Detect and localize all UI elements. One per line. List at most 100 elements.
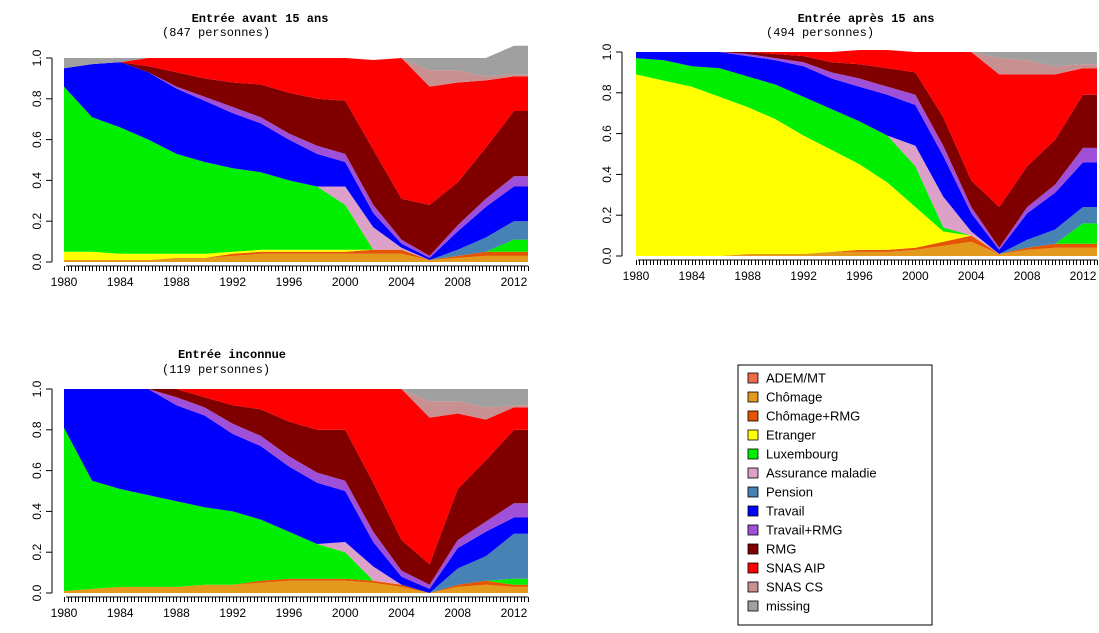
y-tick-label: 0.0 — [600, 247, 614, 264]
chart-title: Entrée après 15 ans — [798, 12, 935, 26]
legend-swatch — [747, 505, 759, 517]
area-snas-cs — [64, 389, 528, 420]
y-tick-label: 0.8 — [600, 84, 614, 101]
chart-title: Entrée inconnue — [178, 348, 286, 362]
y-tick-label: 0.2 — [30, 544, 44, 561]
legend-swatch — [747, 543, 759, 555]
x-tick-label: 2004 — [958, 269, 985, 283]
x-tick-label: 1988 — [163, 606, 190, 620]
x-tick-label: 2012 — [501, 606, 528, 620]
area-ch-mage — [636, 241, 1097, 256]
legend-label: Assurance maladie — [766, 466, 877, 481]
legend-swatch — [747, 562, 759, 574]
x-tick-label: 1992 — [219, 275, 246, 289]
y-tick-label: 1.0 — [30, 49, 44, 66]
legend-label: ADEM/MT — [766, 371, 826, 386]
legend-swatch — [747, 410, 759, 422]
legend-label: Travail — [766, 504, 805, 519]
area-travail — [636, 52, 1097, 254]
legend-label: Luxembourg — [766, 447, 838, 462]
area-missing — [64, 389, 528, 408]
y-tick-label: 0.6 — [30, 131, 44, 148]
area-luxembourg — [636, 58, 1097, 254]
legend-swatch — [747, 524, 759, 536]
x-tick-label: 1992 — [790, 269, 817, 283]
chart-subtitle: (494 personnes) — [766, 26, 874, 40]
legend-label: SNAS AIP — [766, 561, 825, 576]
chart-title: Entrée avant 15 ans — [192, 12, 329, 26]
legend-label: Etranger — [766, 428, 817, 443]
legend-label: missing — [766, 599, 810, 614]
legend-box — [737, 364, 933, 626]
y-tick-label: 0.2 — [600, 207, 614, 224]
x-tick-label: 2004 — [388, 275, 415, 289]
area-luxembourg — [64, 427, 528, 593]
plot-area: 0.0 0.2 0.4 0.6 0.8 1.0 1980 1984 1988 1992 1996 20… — [30, 380, 529, 620]
y-tick-label: 0.4 — [600, 166, 614, 183]
area-ch-mage — [64, 580, 528, 593]
plot-area: 0.0 0.2 0.4 0.6 0.8 1.0 1980 1984 1988 1992 1996 20… — [600, 43, 1098, 283]
legend-swatch — [747, 429, 759, 441]
chart-panel-entree-inconnue: Entrée inconnue (119 personnes) 0.0 0.2 0.… — [30, 348, 529, 620]
legend-swatch — [747, 600, 759, 612]
y-tick-label: 1.0 — [30, 380, 44, 397]
x-tick-label: 1996 — [846, 269, 873, 283]
x-tick-label: 2000 — [332, 275, 359, 289]
legend-swatch — [747, 448, 759, 460]
chart-panel-entree-avant-15-ans: Entrée avant 15 ans (847 personnes) 0.00… — [30, 12, 529, 289]
x-tick-label: 1984 — [107, 275, 134, 289]
area-snas-cs — [64, 58, 528, 87]
area-luxembourg — [64, 86, 528, 260]
x-tick-label: 1996 — [276, 275, 303, 289]
area-pension — [636, 58, 1097, 254]
y-tick-label: 0.4 — [30, 172, 44, 189]
y-tick-label: 0.8 — [30, 421, 44, 438]
x-tick-label: 1988 — [163, 275, 190, 289]
x-tick-label: 2000 — [332, 606, 359, 620]
x-tick-label: 1988 — [734, 269, 761, 283]
area-pension — [64, 427, 528, 593]
area-travail — [64, 389, 528, 593]
y-tick-label: 0.0 — [30, 253, 44, 270]
legend-swatch — [747, 486, 759, 498]
x-tick-label: 1980 — [623, 269, 650, 283]
legend-swatch — [747, 391, 759, 403]
legend-label: RMG — [766, 542, 796, 557]
area-etranger — [636, 74, 1097, 257]
y-tick-label: 0.4 — [30, 503, 44, 520]
y-tick-label: 0.2 — [30, 213, 44, 230]
y-tick-label: 0.0 — [30, 584, 44, 601]
x-tick-label: 2008 — [444, 275, 471, 289]
legend-swatch — [747, 581, 759, 593]
x-tick-label: 2004 — [388, 606, 415, 620]
area-missing — [636, 50, 1097, 67]
legend-label: Pension — [766, 485, 813, 500]
chart-subtitle: (119 personnes) — [162, 363, 270, 377]
plot-area: 0.0 0.2 0.4 0.6 0.8 1.0 1980 1984 1988 1992 1996 20… — [30, 45, 529, 289]
x-tick-label: 2012 — [1070, 269, 1097, 283]
x-tick-label: 2012 — [501, 275, 528, 289]
x-tick-label: 1996 — [276, 606, 303, 620]
area-snas-aip — [64, 389, 528, 565]
y-tick-label: 0.6 — [600, 125, 614, 142]
x-tick-label: 2000 — [902, 269, 929, 283]
y-tick-label: 0.8 — [30, 90, 44, 107]
legend-swatch — [747, 467, 759, 479]
area-ch-mage-rmg — [64, 249, 528, 260]
x-tick-label: 1992 — [219, 606, 246, 620]
legend-swatch — [747, 372, 759, 384]
area-rmg — [64, 62, 528, 256]
area-snas-aip — [636, 50, 1097, 207]
chart-panel-entree-apres-15-ans: Entrée après 15 ans (494 personnes) 0.00… — [600, 12, 1098, 283]
area-pension — [64, 86, 528, 260]
legend-label: SNAS CS — [766, 580, 823, 595]
x-tick-label: 1984 — [679, 269, 706, 283]
area-rmg — [636, 52, 1097, 248]
legend-label: Travail+RMG — [766, 523, 842, 538]
y-tick-label: 1.0 — [600, 43, 614, 60]
x-tick-label: 2008 — [444, 606, 471, 620]
area-travail — [64, 62, 528, 260]
area-snas-aip — [64, 58, 528, 205]
x-tick-label: 1980 — [51, 606, 78, 620]
